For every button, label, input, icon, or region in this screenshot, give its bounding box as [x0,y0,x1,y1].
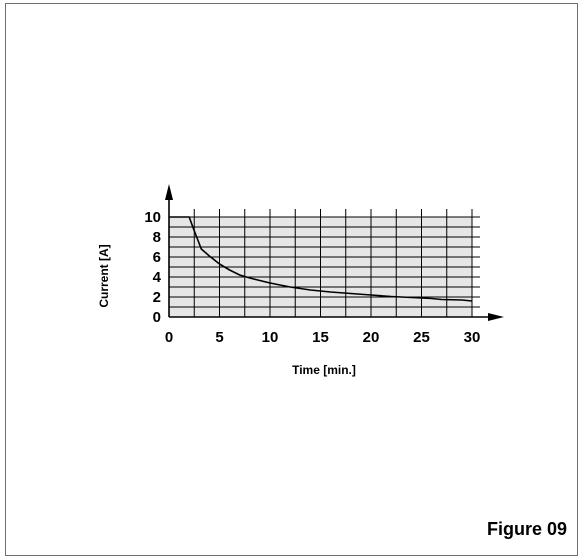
current-curve [169,216,473,302]
y-axis-arrow [165,184,173,200]
x-axis-title: Time [min.] [292,363,356,377]
x-tick-label: 20 [363,329,380,346]
y-tick-label: 2 [153,289,161,306]
y-tick-label: 8 [153,229,161,246]
x-tick-label: 25 [413,329,430,346]
y-axis-title: Current [A] [97,244,111,307]
x-tick-label: 30 [464,329,481,346]
figure-frame: 0 5 10 15 20 25 30 0 2 4 6 8 10 Time [min.] Current … [5,3,578,556]
y-tick-label: 0 [153,309,161,326]
x-tick-label: 10 [262,329,279,346]
x-tick-label: 15 [312,329,329,346]
x-axis-arrow [488,313,504,321]
x-tick-label: 0 [165,329,173,346]
current-time-chart: 0 5 10 15 20 25 30 0 2 4 6 8 10 Time [min.] Current … [97,184,504,377]
figure-label: Figure 09 [486,519,567,539]
y-tick-label: 10 [144,209,161,226]
y-tick-label: 6 [153,249,161,266]
x-tick-label: 5 [215,329,223,346]
y-tick-label: 4 [153,269,162,286]
